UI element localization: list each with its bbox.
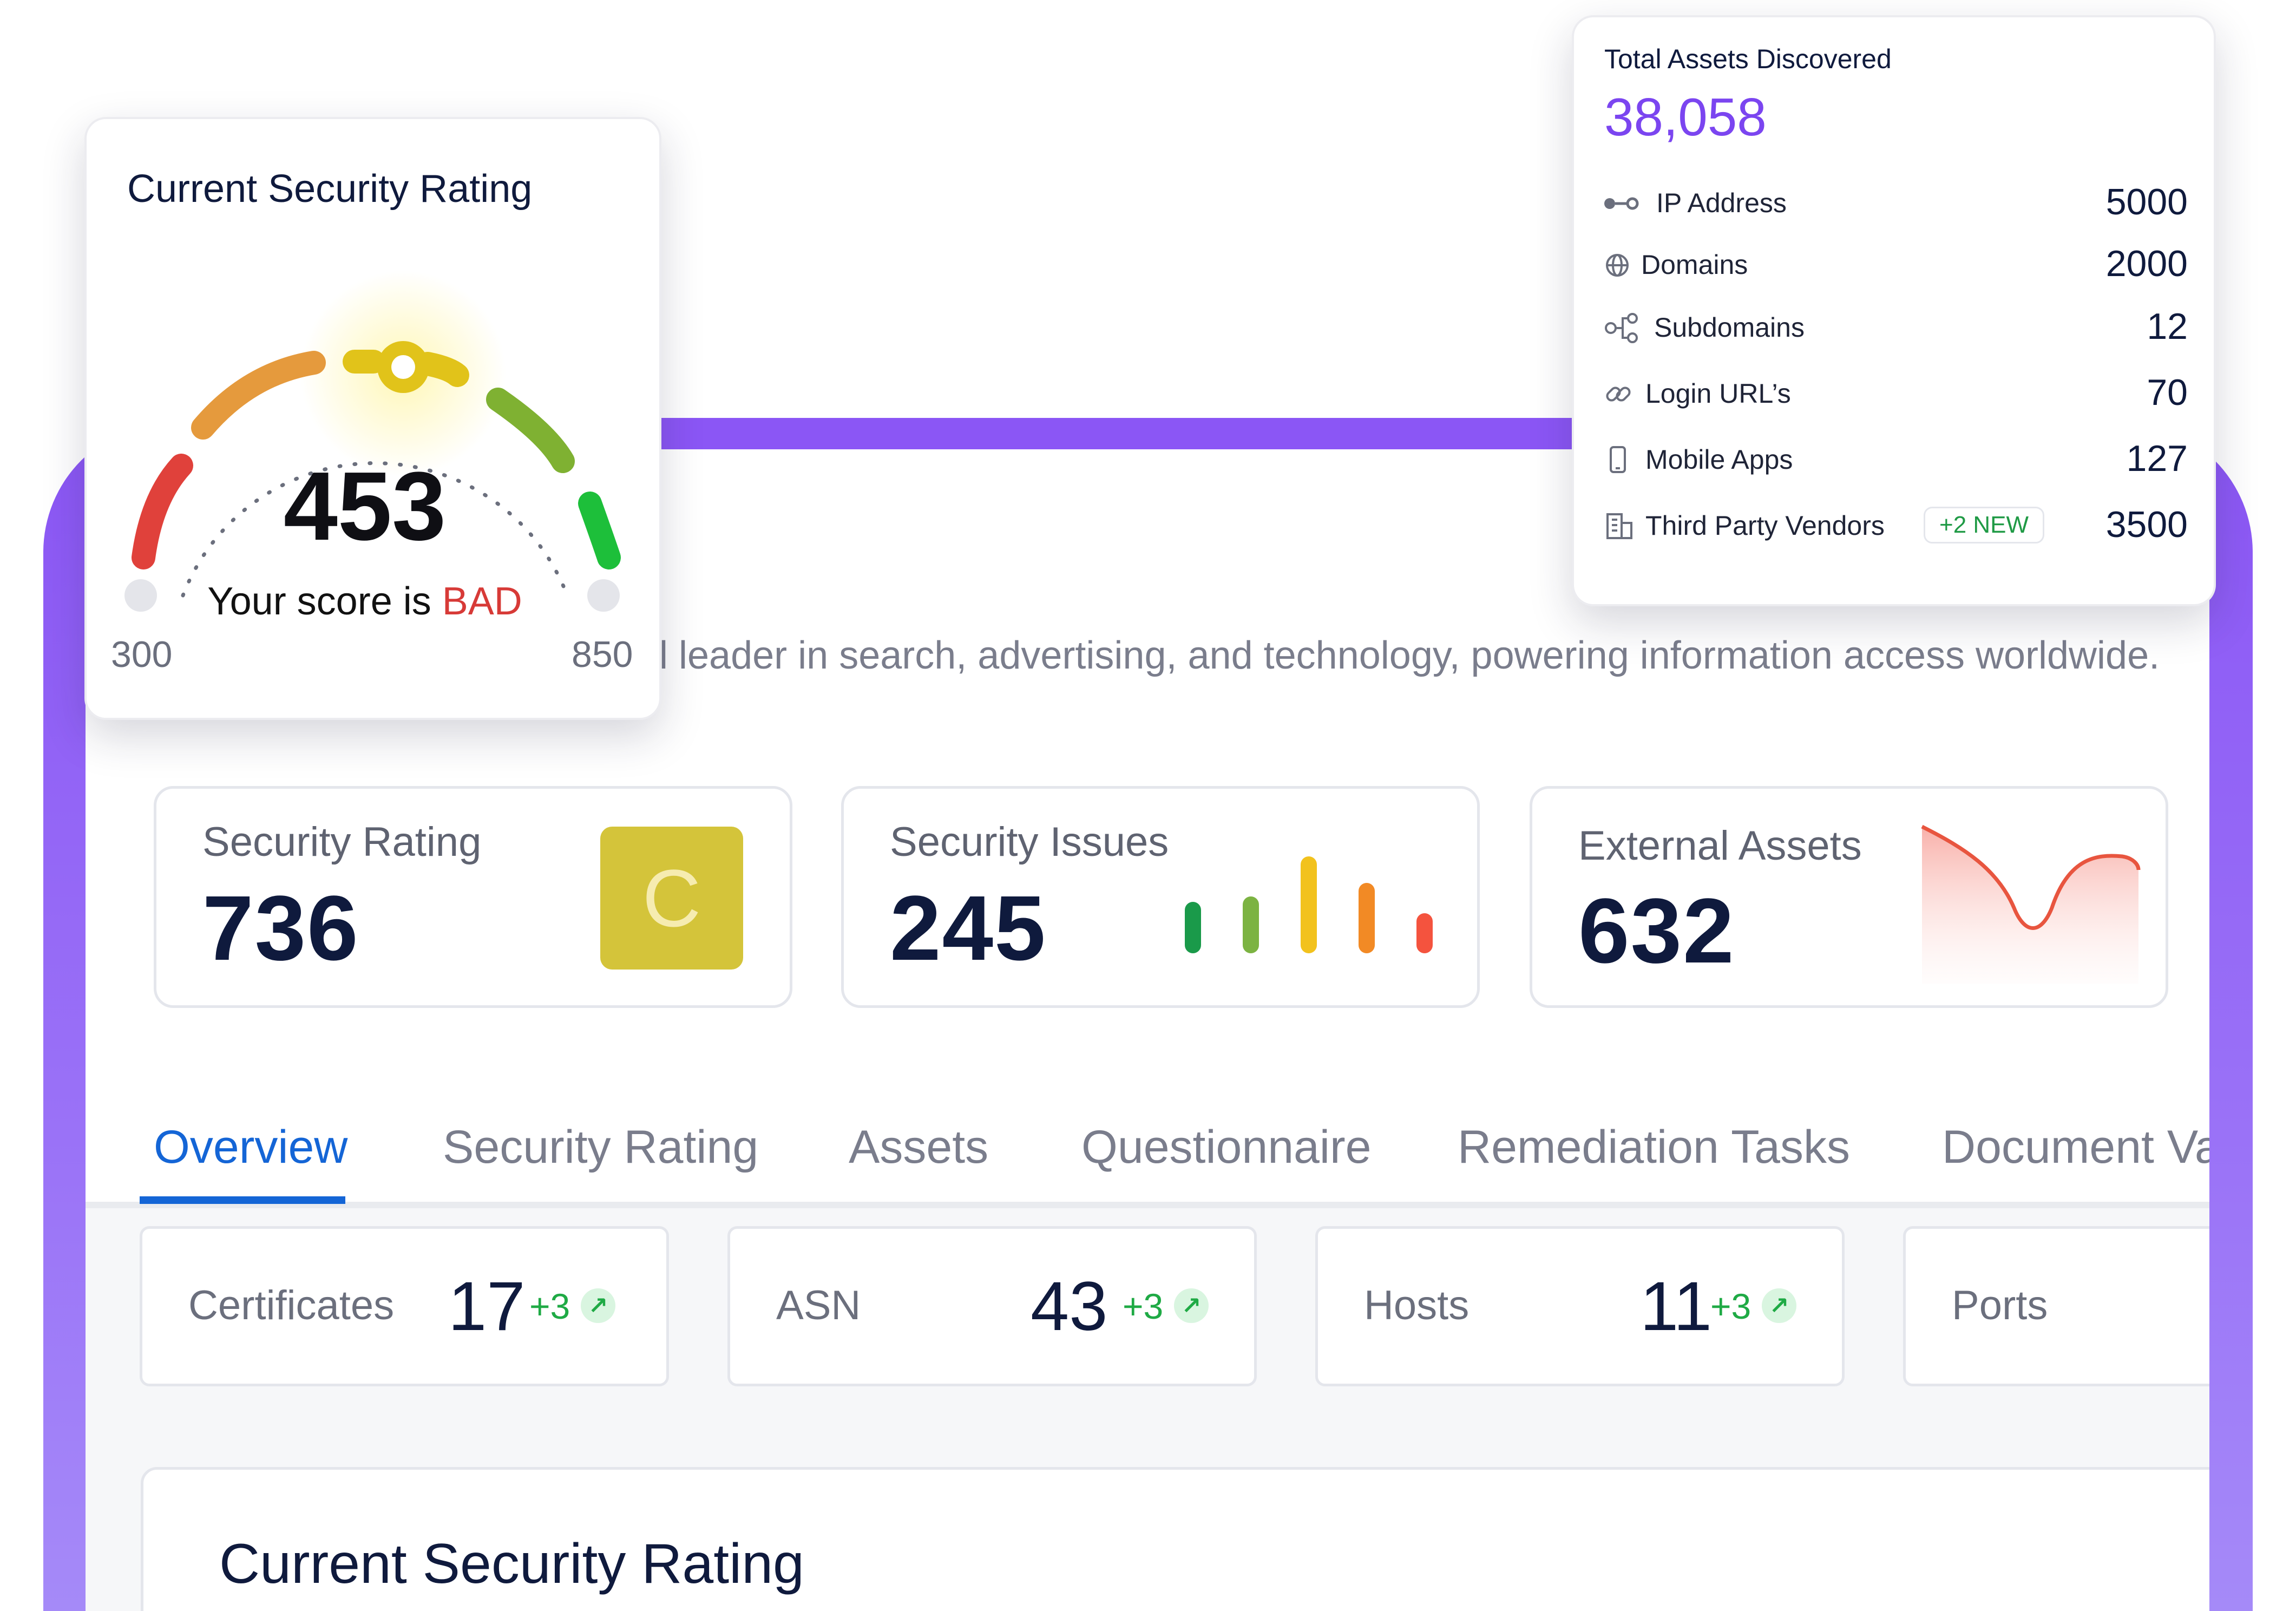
trend-up-icon: ↗ bbox=[581, 1288, 615, 1323]
gauge-status-text: Your score is BAD bbox=[87, 579, 659, 624]
gauge-status-value: BAD bbox=[442, 580, 522, 623]
metric-delta: +3 bbox=[1710, 1286, 1751, 1326]
ip-address-icon bbox=[1604, 197, 1639, 210]
gauge-dial bbox=[124, 271, 621, 612]
gauge-score: 453 bbox=[283, 452, 447, 561]
trend-up-icon: ↗ bbox=[1762, 1288, 1796, 1323]
asset-label: Third Party Vendors bbox=[1645, 510, 1885, 541]
mobile-icon bbox=[1610, 446, 1626, 473]
asset-row-login-urls[interactable]: Login URL’s 70 bbox=[1604, 371, 2188, 420]
issue-bar bbox=[1243, 896, 1259, 953]
asset-row-third-party-vendors[interactable]: Third Party Vendors +2 NEW 3500 bbox=[1604, 503, 2188, 552]
stat-label: External Assets bbox=[1578, 823, 1862, 869]
security-rating-card[interactable]: Security Rating 736 C bbox=[154, 786, 792, 1008]
external-assets-card[interactable]: External Assets 632 bbox=[1530, 786, 2168, 1008]
asset-label: Domains bbox=[1641, 250, 1748, 280]
gauge-min-label: 300 bbox=[111, 634, 173, 675]
metric-label: Hosts bbox=[1364, 1282, 1470, 1328]
stat-label: Security Issues bbox=[890, 819, 1169, 865]
tab-questionnaire[interactable]: Questionnaire bbox=[1081, 1121, 1372, 1173]
asset-value: 127 bbox=[2126, 438, 2188, 479]
metric-value: 11 bbox=[1640, 1268, 1712, 1345]
ports-card[interactable]: Ports bbox=[1903, 1226, 2209, 1386]
asset-value: 70 bbox=[2147, 372, 2188, 413]
asset-label: IP Address bbox=[1656, 188, 1787, 218]
asset-label: Login URL’s bbox=[1645, 378, 1791, 409]
tab-document-vault[interactable]: Document Va bbox=[1942, 1121, 2209, 1173]
assets-trend-chart bbox=[1921, 824, 2141, 984]
active-tab-indicator bbox=[140, 1196, 345, 1204]
panel-title: Current Security Rating bbox=[219, 1533, 804, 1595]
total-assets-card: Total Assets Discovered 38,058 IP Addres… bbox=[1572, 15, 2216, 606]
security-issues-card[interactable]: Security Issues 245 bbox=[841, 786, 1480, 1008]
asset-row-ip-address[interactable]: IP Address 5000 bbox=[1604, 181, 2188, 230]
gauge-title: Current Security Rating bbox=[127, 167, 533, 211]
tab-bar: Overview Security Rating Assets Question… bbox=[86, 1099, 2209, 1202]
tab-assets[interactable]: Assets bbox=[849, 1121, 989, 1173]
asset-value: 5000 bbox=[2105, 181, 2188, 222]
hosts-card[interactable]: Hosts 11 +3 ↗ bbox=[1315, 1226, 1845, 1386]
metric-label: Certificates bbox=[188, 1282, 395, 1328]
assets-title: Total Assets Discovered bbox=[1604, 44, 1892, 74]
issue-bar bbox=[1416, 913, 1433, 953]
asset-row-subdomains[interactable]: Subdomains 12 bbox=[1604, 305, 2188, 354]
asn-card[interactable]: ASN 43 +3 ↗ bbox=[727, 1226, 1257, 1386]
metric-value: 17 bbox=[448, 1268, 526, 1345]
certificates-card[interactable]: Certificates 17 +3 ↗ bbox=[140, 1226, 669, 1386]
metric-label: Ports bbox=[1952, 1282, 2048, 1328]
security-gauge-card: Current Security Rating 453 Your score i… bbox=[84, 117, 661, 720]
asset-row-domains[interactable]: Domains 2000 bbox=[1604, 243, 2188, 291]
assets-total: 38,058 bbox=[1604, 87, 1767, 147]
tab-remediation-tasks[interactable]: Remediation Tasks bbox=[1458, 1121, 1850, 1173]
metric-delta: +3 bbox=[1123, 1286, 1164, 1326]
asset-value: 3500 bbox=[2105, 504, 2188, 545]
grade-badge: C bbox=[600, 827, 743, 970]
asset-label: Mobile Apps bbox=[1645, 444, 1793, 475]
issue-bar bbox=[1301, 856, 1317, 953]
gauge-max-label: 850 bbox=[572, 634, 633, 675]
asset-value: 2000 bbox=[2105, 243, 2188, 284]
tab-divider bbox=[86, 1202, 2209, 1208]
issue-bar bbox=[1185, 902, 1201, 953]
globe-icon bbox=[1606, 254, 1629, 277]
trend-up-icon: ↗ bbox=[1174, 1288, 1209, 1323]
subdomains-icon bbox=[1605, 313, 1638, 343]
tab-security-rating[interactable]: Security Rating bbox=[443, 1121, 759, 1173]
asset-row-mobile-apps[interactable]: Mobile Apps 127 bbox=[1604, 437, 2188, 486]
metric-delta: +3 bbox=[529, 1286, 570, 1326]
building-icon bbox=[1606, 513, 1632, 539]
asset-label: Subdomains bbox=[1654, 312, 1805, 343]
current-security-rating-panel: Current Security Rating bbox=[141, 1467, 2209, 1611]
company-description: l leader in search, advertising, and tec… bbox=[659, 634, 2160, 677]
purple-header-band bbox=[655, 418, 1608, 449]
new-badge: +2 NEW bbox=[1924, 507, 2045, 543]
stat-value: 736 bbox=[202, 877, 359, 980]
stat-label: Security Rating bbox=[202, 819, 482, 865]
link-icon bbox=[1606, 387, 1631, 402]
asset-value: 12 bbox=[2147, 306, 2188, 347]
metric-label: ASN bbox=[776, 1282, 861, 1328]
metric-value: 43 bbox=[1031, 1268, 1108, 1345]
gauge-status-prefix: Your score is bbox=[207, 580, 442, 623]
tab-overview[interactable]: Overview bbox=[154, 1121, 348, 1173]
stat-value: 632 bbox=[1578, 880, 1735, 983]
issue-bar bbox=[1359, 883, 1375, 953]
stat-value: 245 bbox=[890, 877, 1047, 980]
